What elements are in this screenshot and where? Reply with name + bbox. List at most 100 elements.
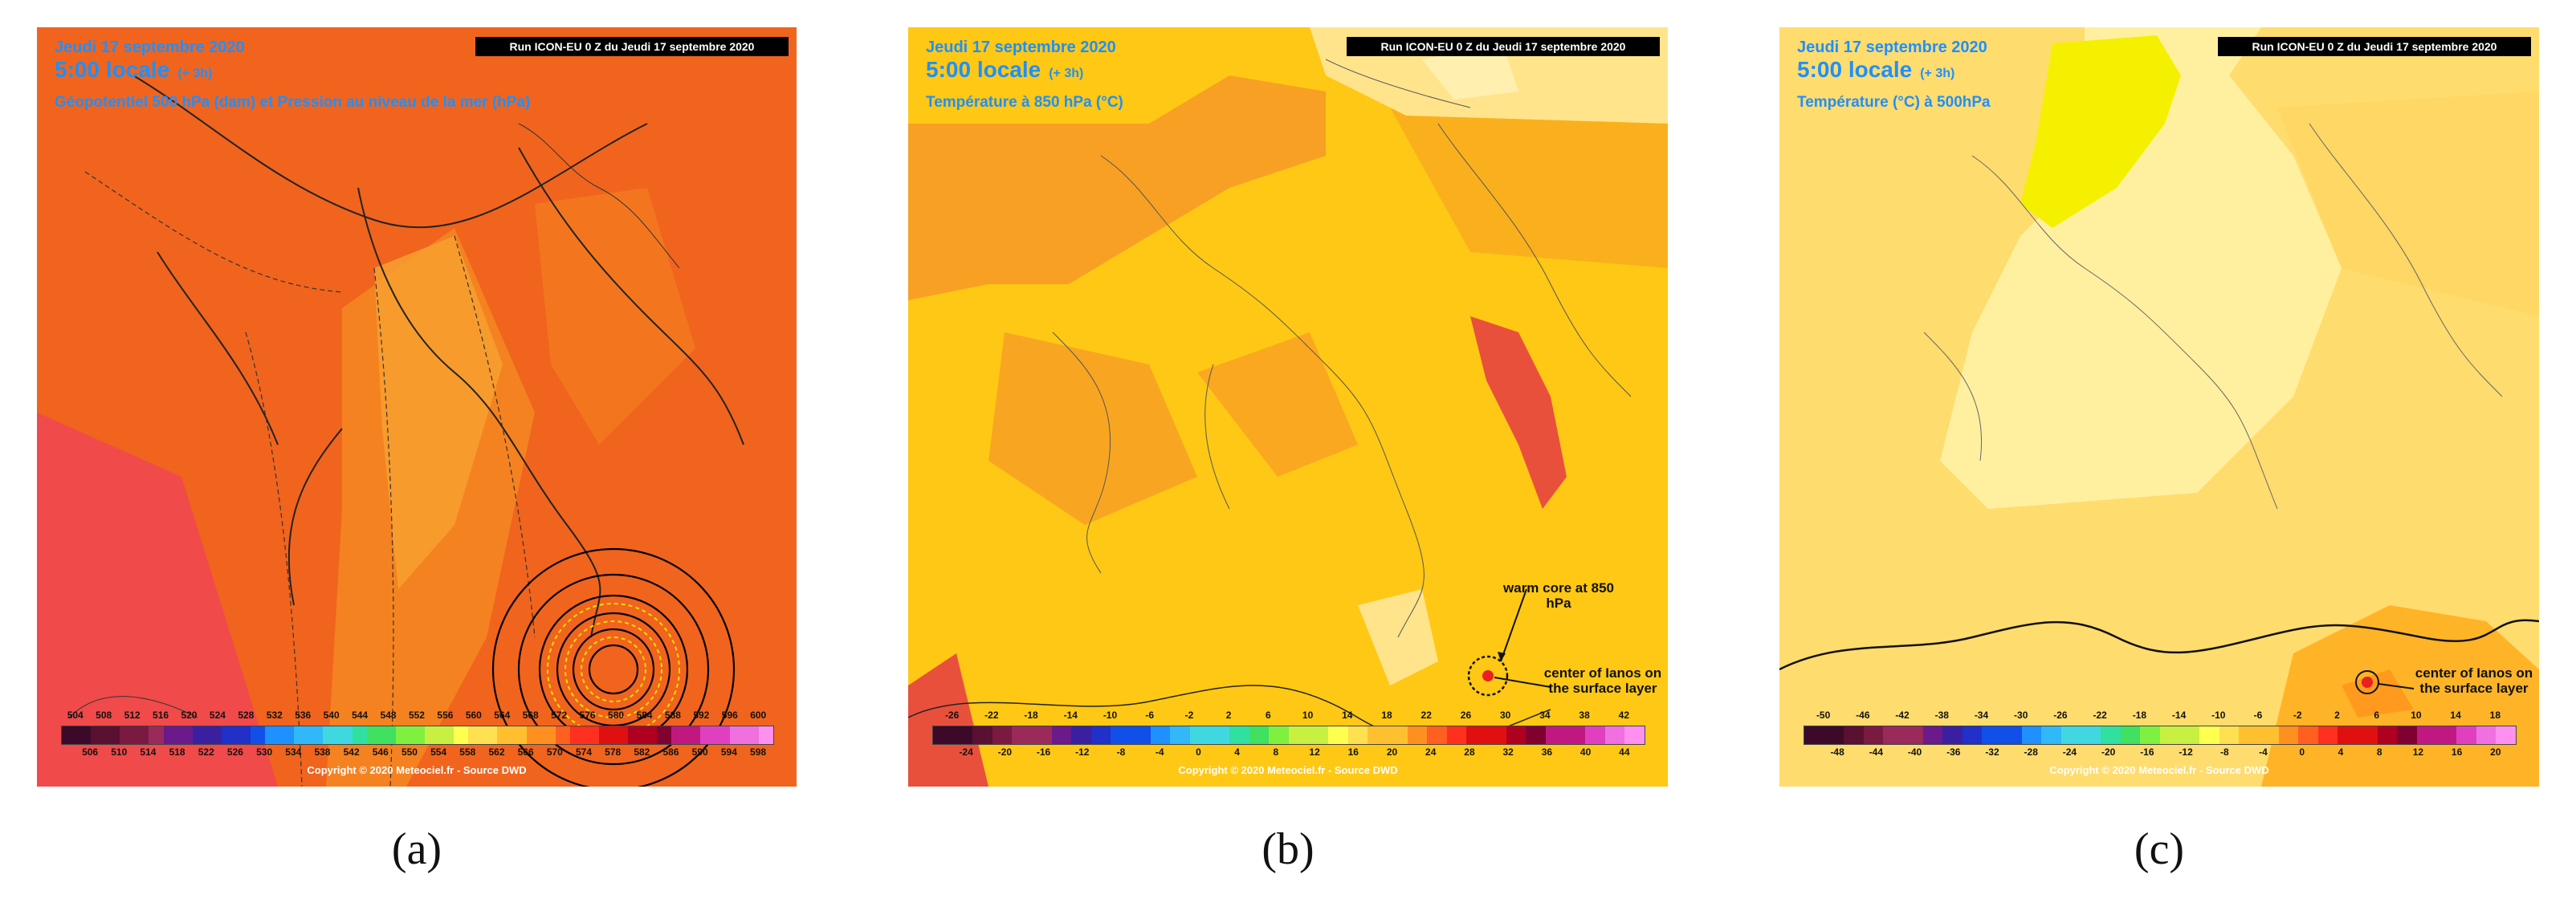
colorbar-segment <box>758 726 773 744</box>
colorbar-tick-label: -26 <box>2053 710 2068 721</box>
colorbar-segment <box>2002 726 2022 744</box>
colorbar-segment <box>439 726 454 744</box>
colorbar-segment <box>1982 726 2003 744</box>
panel-a-run-label: Run ICON-EU 0 Z du Jeudi 17 septembre 20… <box>475 37 789 56</box>
colorbar-tick-label: 556 <box>437 710 454 721</box>
panel-b-bottom-ticks: -24 -20 -16 -12 -8 -4 0 4 8 12 16 20 24 28 32 36 40 44 <box>932 746 1644 758</box>
colorbar-tick-label: 514 <box>140 746 157 758</box>
colorbar-segment <box>251 726 266 744</box>
colorbar-tick-label: -50 <box>1816 710 1831 721</box>
colorbar-segment <box>2456 726 2476 744</box>
colorbar-tick-label: 564 <box>494 710 511 721</box>
colorbar-segment <box>1804 726 1824 744</box>
colorbar-tick-label: 550 <box>401 746 418 758</box>
colorbar-tick-label: -10 <box>1103 710 1118 721</box>
colorbar-tick-label: 528 <box>238 710 255 721</box>
colorbar-segment <box>1565 726 1586 744</box>
colorbar-segment <box>1189 726 1210 744</box>
colorbar-segment <box>1032 726 1052 744</box>
colorbar-tick-label: 16 <box>1347 746 1359 758</box>
colorbar-tick-label: 24 <box>1425 746 1437 758</box>
colorbar-segment <box>1407 726 1428 744</box>
panel-c-center-label: center of Ianos on the surface layer <box>2415 665 2533 696</box>
colorbar-segment <box>1328 726 1348 744</box>
colorbar-segment <box>1624 726 1645 744</box>
colorbar-tick-label: 30 <box>1499 710 1511 721</box>
colorbar-segment <box>1269 726 1289 744</box>
colorbar-segment <box>308 726 324 744</box>
colorbar-segment <box>1170 726 1190 744</box>
colorbar-segment <box>206 726 222 744</box>
colorbar-segment <box>337 726 353 744</box>
colorbar-segment <box>483 726 498 744</box>
colorbar-segment <box>2358 726 2378 744</box>
colorbar-tick-label: 580 <box>608 710 625 721</box>
colorbar-tick-label: 534 <box>285 746 302 758</box>
panel-a-field: Géopotentiel 500 hPa (dam) et Pression a… <box>55 94 531 112</box>
colorbar-tick-label: 540 <box>323 710 340 721</box>
panel-a-top-ticks: 504 508 512 516 520 524 528 532 536 540 544 548 552 5… <box>61 710 772 721</box>
colorbar-segment <box>352 726 367 744</box>
colorbar-tick-label: 526 <box>226 746 243 758</box>
colorbar-tick-label: 4 <box>2338 746 2344 758</box>
colorbar-segment <box>1249 726 1270 744</box>
panel-c-header: Jeudi 17 septembre 2020 5:00 locale (+ 3h… <box>1797 39 1991 112</box>
colorbar-segment <box>2338 726 2358 744</box>
caption-c: (c) <box>2134 824 2185 874</box>
colorbar-tick-label: 558 <box>459 746 476 758</box>
colorbar-tick-label: 524 <box>209 710 226 721</box>
panel-b-field: Température à 850 hPa (°C) <box>926 94 1123 112</box>
colorbar-tick-label: 508 <box>96 710 112 721</box>
colorbar-segment <box>395 726 410 744</box>
colorbar-tick-label: 590 <box>691 746 708 758</box>
colorbar-tick-label: 554 <box>430 746 447 758</box>
colorbar-tick-label: 40 <box>1579 746 1592 758</box>
colorbar-segment <box>134 726 149 744</box>
colorbar-tick-label: 36 <box>1541 746 1553 758</box>
colorbar-tick-label: -26 <box>944 710 960 721</box>
colorbar-tick-label: 544 <box>352 710 369 721</box>
colorbar-tick-label: 566 <box>517 746 534 758</box>
colorbar-segment <box>2278 726 2299 744</box>
colorbar-tick-label: 518 <box>169 746 185 758</box>
colorbar-tick-label: 532 <box>266 710 283 721</box>
colorbar-tick-label: -20 <box>2101 746 2116 758</box>
colorbar-tick-label: -42 <box>1895 710 1910 721</box>
colorbar-tick-label: 536 <box>295 710 312 721</box>
colorbar-tick-label: 538 <box>314 746 331 758</box>
colorbar-tick-label: 4 <box>1234 746 1240 758</box>
colorbar-tick-label: 20 <box>2490 746 2501 758</box>
colorbar-tick-label: 12 <box>1309 746 1320 758</box>
colorbar-tick-label: 22 <box>1420 710 1432 721</box>
colorbar-segment <box>671 726 687 744</box>
colorbar-tick-label: -14 <box>2171 710 2187 721</box>
colorbar-tick-label: 588 <box>664 710 681 721</box>
panel-c-date: Jeudi 17 septembre 2020 <box>1797 39 1987 56</box>
colorbar-tick-label: 596 <box>721 710 738 721</box>
colorbar-segment <box>2259 726 2279 744</box>
colorbar-segment <box>2219 726 2240 744</box>
colorbar-segment <box>1111 726 1131 744</box>
colorbar-segment <box>2021 726 2042 744</box>
colorbar-tick-label: 576 <box>579 710 596 721</box>
colorbar-segment <box>2179 726 2200 744</box>
panel-a-map: Jeudi 17 septembre 2020 5:00 locale (+ 3h… <box>37 27 797 787</box>
colorbar-segment <box>120 726 135 744</box>
colorbar-tick-label: 512 <box>124 710 141 721</box>
colorbar-tick-label: -20 <box>997 746 1012 758</box>
colorbar-segment <box>2317 726 2338 744</box>
colorbar-segment <box>1071 726 1091 744</box>
colorbar-tick-label: -4 <box>1155 746 1164 758</box>
colorbar-tick-label: 574 <box>575 746 593 758</box>
panel-a-header: Jeudi 17 septembre 2020 5:00 locale (+ 3h… <box>55 39 530 112</box>
panel-a-time: 5:00 locale (+ 3h) <box>55 57 213 82</box>
colorbar-tick-label: 26 <box>1460 710 1472 721</box>
colorbar-tick-label: -18 <box>1024 710 1038 721</box>
colorbar-segment <box>1367 726 1388 744</box>
colorbar-tick-label: 32 <box>1502 746 1514 758</box>
panel-b-copyright: Copyright © 2020 Meteociel.fr - Source D… <box>1178 764 1398 776</box>
colorbar-segment <box>1903 726 1923 744</box>
colorbar-segment <box>2101 726 2121 744</box>
panel-b-run-label: Run ICON-EU 0 Z du Jeudi 17 septembre 20… <box>1347 37 1660 56</box>
colorbar-segment <box>657 726 672 744</box>
